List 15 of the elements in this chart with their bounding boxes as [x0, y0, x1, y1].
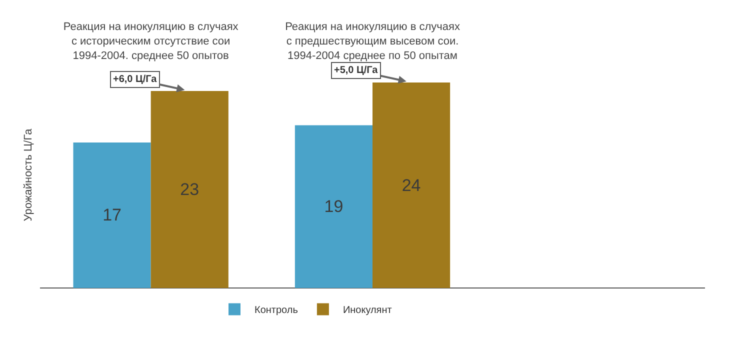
- text: +5,0 Ц/Га: [334, 65, 378, 76]
- data-label: 17: [102, 206, 122, 225]
- legend-label: Инокулянт: [342, 305, 392, 316]
- legend-label: Контроль: [254, 305, 298, 316]
- y-axis-title: Урожайность Ц/Га: [22, 128, 35, 222]
- data-label: 24: [402, 176, 421, 195]
- bar: [294, 125, 372, 288]
- data-label: 19: [324, 197, 344, 216]
- bar: [73, 142, 151, 288]
- bar: [372, 82, 450, 288]
- data-label: 23: [180, 180, 200, 200]
- x-tick-label: Реакция на инокуляцию в случаях с историческим отсутствие сои 1994-2004. среднее 50 опытов: [63, 21, 239, 62]
- bar: [150, 91, 228, 288]
- x-tick-label: Реакция на инокуляцию в случаях с предшествующим высевом сои. 1994-2004 среднее по 50 опытам: [285, 21, 460, 62]
- annotation: +6,0 Ц/Га: [113, 74, 158, 85]
